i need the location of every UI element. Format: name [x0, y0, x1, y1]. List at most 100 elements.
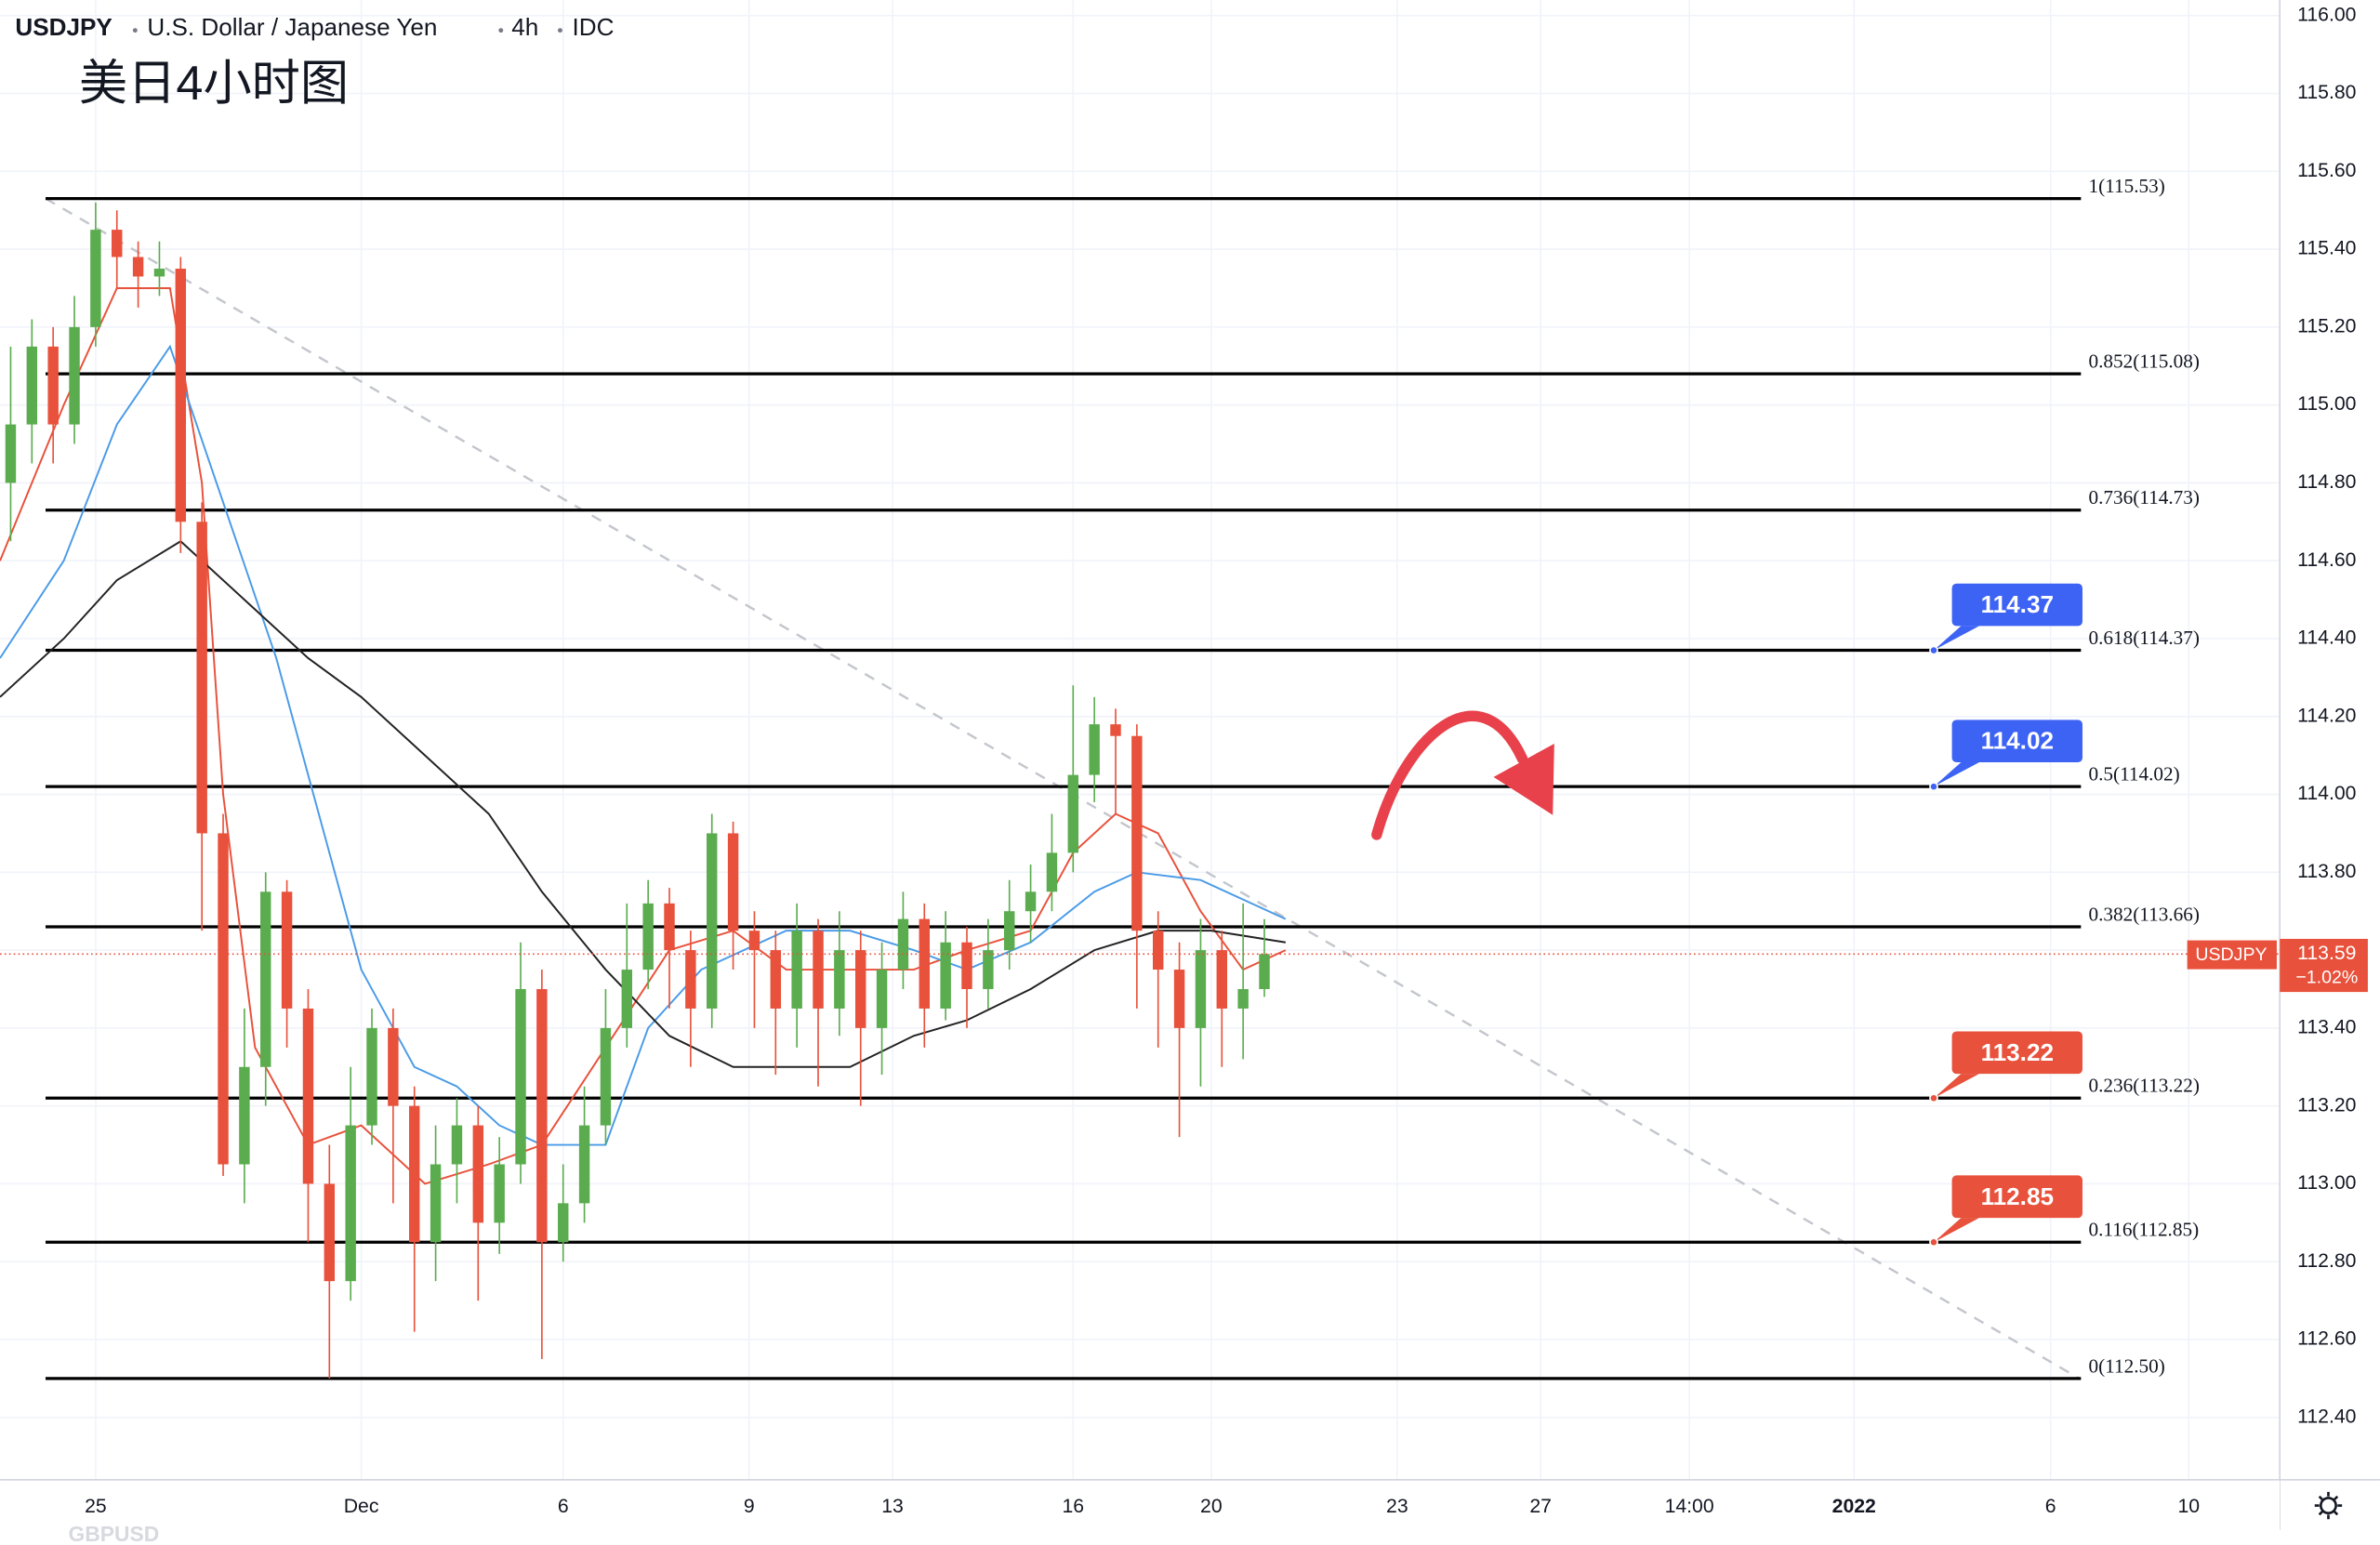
candle-body — [345, 1125, 356, 1282]
arrow-curve — [1371, 710, 1528, 840]
price-tag-change: −1.02% — [2295, 968, 2358, 988]
y-tick-label: 114.80 — [2297, 471, 2356, 493]
candle-body — [239, 1066, 250, 1165]
candle-body — [1216, 950, 1227, 1009]
candle-body — [685, 950, 696, 1009]
y-tick-label: 115.00 — [2297, 393, 2356, 415]
separator — [558, 28, 562, 33]
callout-anchor — [1929, 782, 1938, 792]
candle-body — [1110, 724, 1121, 736]
symbol: USDJPY — [15, 13, 112, 41]
callout-label: 114.02 — [1981, 727, 2054, 755]
arrow-head — [1493, 743, 1554, 815]
y-tick-label: 113.00 — [2297, 1172, 2356, 1194]
candle-body — [451, 1125, 463, 1165]
x-tick-label: 9 — [744, 1496, 755, 1517]
symbol-tag-label: USDJPY — [2195, 944, 2267, 965]
candle-body — [1131, 735, 1143, 931]
candle-body — [940, 942, 951, 1009]
candle-body — [430, 1164, 442, 1243]
candle-body — [472, 1125, 484, 1223]
fib-label: 0.736(114.73) — [2089, 486, 2200, 508]
callout-label: 113.22 — [1981, 1038, 2054, 1066]
callout-label: 112.85 — [1981, 1182, 2054, 1210]
candle-body — [834, 950, 845, 1009]
settings-icon[interactable] — [2314, 1491, 2343, 1520]
callout-box — [1951, 1031, 2082, 1075]
x-tick-label: 6 — [2045, 1496, 2056, 1517]
fib-label: 0(112.50) — [2089, 1354, 2165, 1377]
candle-body — [791, 931, 802, 1009]
candle-body — [324, 1183, 336, 1282]
y-tick-label: 112.80 — [2297, 1250, 2356, 1272]
fib-label: 0.116(112.85) — [2089, 1219, 2200, 1241]
candle-body — [1237, 988, 1249, 1009]
candle-body — [1089, 724, 1100, 775]
x-tick-label: 27 — [1529, 1496, 1552, 1517]
candle-body — [876, 970, 888, 1028]
candle-body — [770, 950, 782, 1009]
callout-box — [1951, 720, 2082, 763]
x-tick-label: 25 — [85, 1496, 107, 1517]
callout-anchor — [1929, 645, 1938, 655]
gear[interactable] — [2319, 1497, 2337, 1515]
candle-body — [175, 269, 187, 522]
y-tick-label: 115.20 — [2297, 315, 2356, 337]
fib-label: 0.382(113.66) — [2089, 903, 2200, 925]
x-tick-label: 20 — [1200, 1496, 1223, 1517]
callout-anchor — [1929, 1237, 1938, 1248]
reversal-arrow — [1371, 710, 1554, 840]
symbol-tag — [2187, 940, 2277, 970]
price-tag-value: 113.59 — [2297, 943, 2356, 964]
x-tick-label: 2022 — [1832, 1496, 1876, 1517]
candle-body — [558, 1203, 569, 1243]
candle-body — [153, 269, 165, 277]
candle-body — [919, 918, 931, 1009]
plot: 1(115.53) 0.852(115.08) 0.736(114.73) 0.618… — [0, 175, 2280, 1380]
fib-label: 0.5(114.02) — [2089, 763, 2180, 786]
watermark: GBPUSD — [68, 1522, 159, 1545]
y-tick-label: 116.00 — [2297, 4, 2356, 25]
price-tag — [2280, 938, 2368, 993]
candle-body — [112, 230, 123, 258]
separator — [132, 28, 138, 33]
callout-box — [1951, 1175, 2082, 1219]
candle-body — [578, 1125, 590, 1204]
candle-body — [515, 988, 526, 1165]
candle-body — [69, 326, 80, 425]
gear-teeth[interactable] — [2314, 1491, 2343, 1520]
x-tick-label: 13 — [881, 1496, 904, 1517]
y-tick-label: 114.60 — [2297, 549, 2356, 571]
title-bar: USDJPY U.S. Dollar / Japanese Yen 4h IDC — [15, 13, 614, 41]
candle-body — [707, 833, 718, 1009]
axes: 112.40 112.60 112.80 113.00 113.20 113.40 113.… — [85, 4, 2356, 1516]
y-tick-label: 112.40 — [2297, 1406, 2356, 1427]
candle-body — [1046, 852, 1058, 892]
x-tick-label: 6 — [558, 1496, 569, 1517]
y-tick-label: 113.20 — [2297, 1094, 2356, 1116]
candle-body — [813, 931, 824, 1009]
candle-body — [1025, 891, 1037, 912]
candle-body — [1153, 931, 1164, 971]
candle-body — [90, 230, 101, 327]
candle-body — [26, 346, 38, 425]
y-tick-label: 113.40 — [2297, 1016, 2356, 1037]
time-axis — [0, 1479, 2281, 1545]
y-tick-label: 115.40 — [2297, 238, 2356, 259]
x-tick-label: 16 — [1062, 1496, 1084, 1517]
exchange: IDC — [573, 13, 615, 41]
fib-label: 0.852(115.08) — [2089, 350, 2200, 373]
candle-body — [983, 950, 994, 989]
candle-body — [748, 931, 760, 951]
instrument: U.S. Dollar / Japanese Yen — [147, 13, 437, 41]
candle-body — [536, 988, 548, 1243]
candle-body — [1004, 911, 1015, 951]
callout-box — [1951, 583, 2082, 627]
candle-body — [132, 257, 144, 277]
y-tick-label: 115.60 — [2297, 160, 2356, 181]
candle-body — [409, 1105, 420, 1243]
candle-body — [5, 424, 17, 483]
candle-body — [600, 1027, 612, 1126]
candle-body — [1067, 774, 1079, 853]
